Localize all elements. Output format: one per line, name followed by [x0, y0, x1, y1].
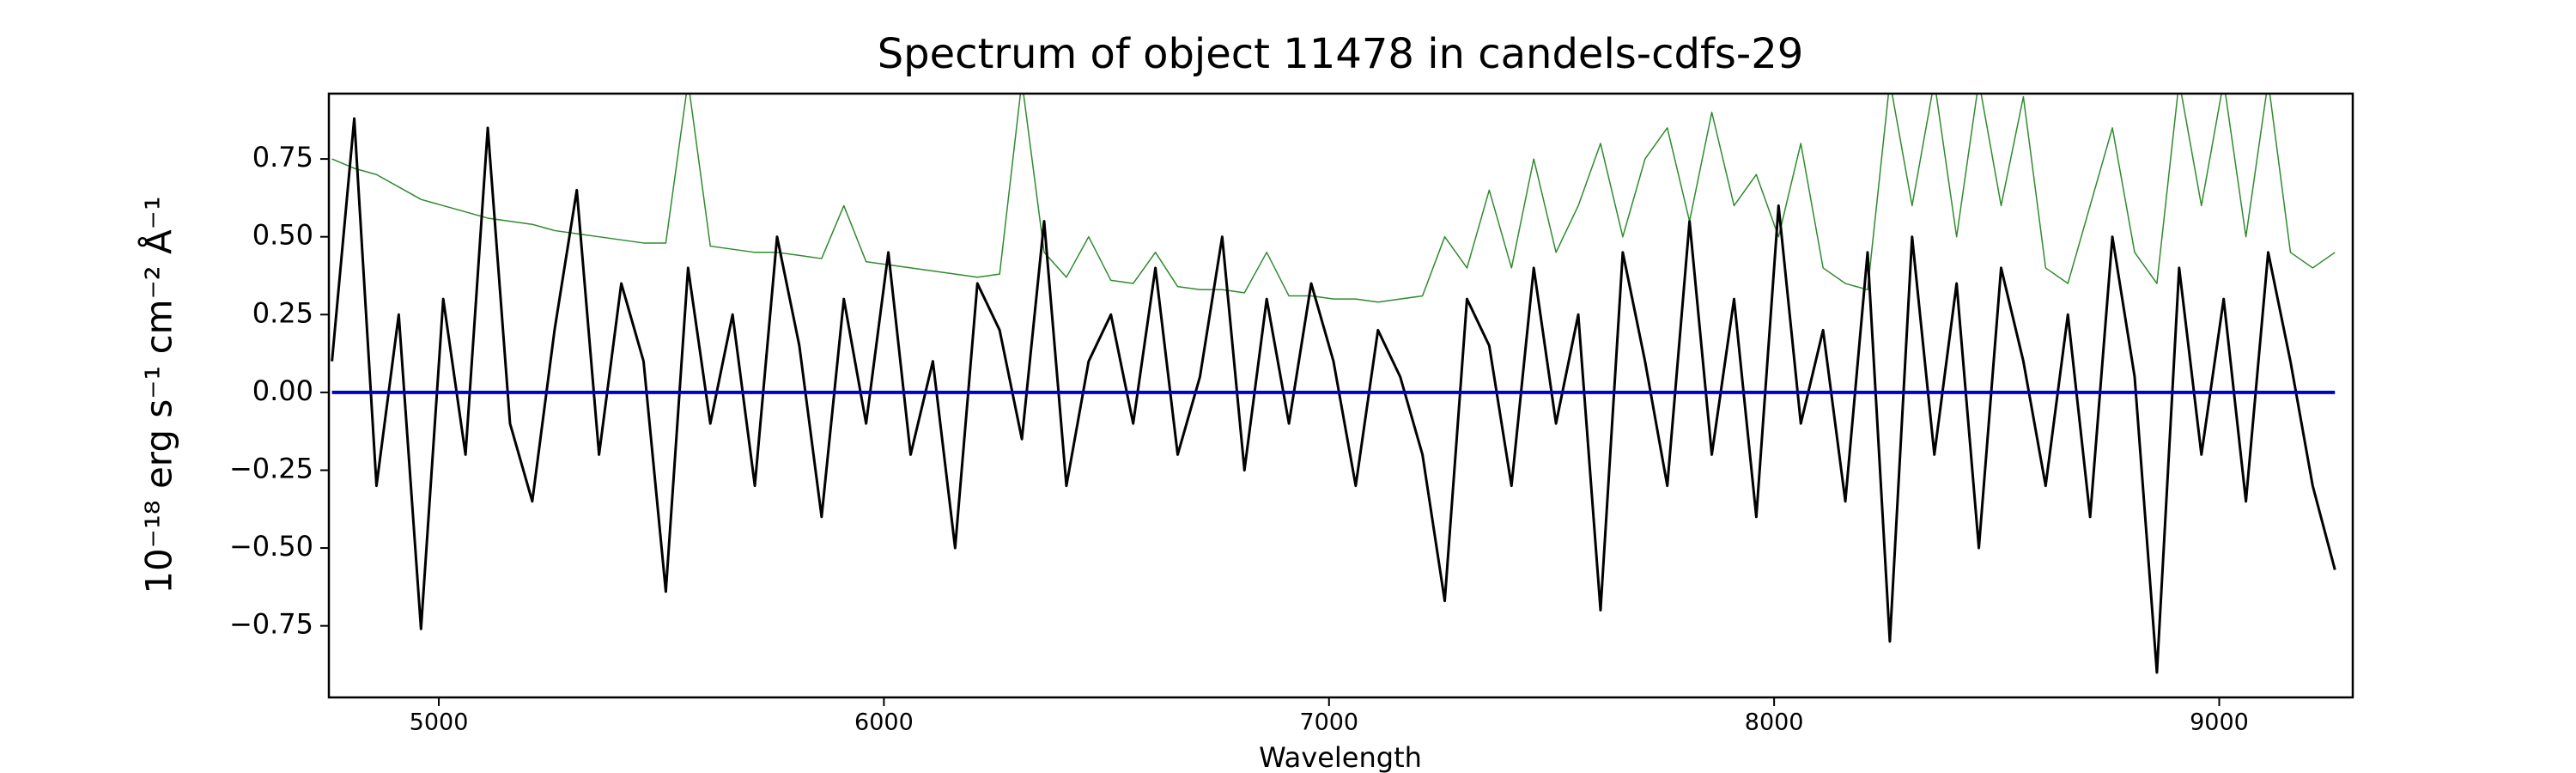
y-axis-label: 10⁻¹⁸ erg s⁻¹ cm⁻² Å⁻¹ — [137, 196, 180, 593]
spectrum-line — [331, 94, 2336, 303]
plot-area — [331, 94, 2336, 674]
y-tick-label: −0.75 — [229, 608, 313, 641]
x-tick-label: 5000 — [410, 709, 469, 736]
spectrum-line — [331, 117, 2336, 674]
x-tick-label: 7000 — [1299, 709, 1358, 736]
x-tick-label: 8000 — [1745, 709, 1804, 736]
y-tick-label: −0.50 — [229, 530, 313, 563]
x-axis-label: Wavelength — [1259, 741, 1422, 773]
y-tick-label: 0.75 — [252, 141, 313, 173]
x-tick-label: 9000 — [2190, 709, 2249, 736]
y-tick-label: −0.25 — [229, 452, 313, 484]
y-tick-label: 0.00 — [252, 374, 313, 407]
y-tick-label: 0.50 — [252, 219, 313, 252]
x-tick-label: 6000 — [854, 709, 914, 736]
y-tick-label: 0.25 — [252, 296, 313, 329]
plot-frame — [327, 92, 2354, 699]
chart-title: Spectrum of object 11478 in candels-cdfs… — [878, 30, 1804, 78]
